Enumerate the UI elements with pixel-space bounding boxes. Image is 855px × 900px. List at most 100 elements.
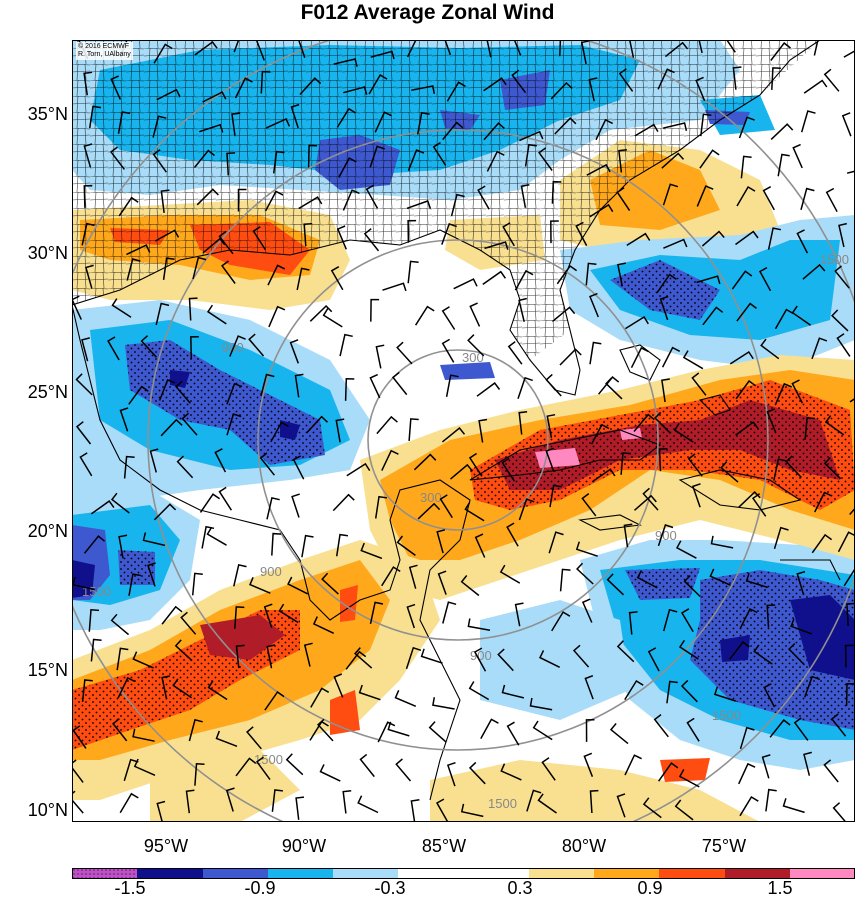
wind-barb: [126, 258, 141, 281]
wind-barb: [387, 721, 410, 737]
wind-barb: [81, 679, 93, 702]
wind-barb: [691, 372, 707, 396]
wind-barb: [370, 298, 380, 322]
credit-line: R. Torn, UAlbany: [78, 51, 131, 58]
wind-barb: [464, 501, 485, 522]
wind-barb: [617, 262, 626, 287]
wind-barb: [285, 753, 304, 776]
wind-barb: [229, 335, 246, 357]
wind-barb: [162, 257, 175, 281]
wind-barb: [584, 674, 594, 700]
wind-barb: [303, 222, 313, 247]
lat-label: 35°N: [27, 104, 68, 124]
wind-barb: [374, 111, 392, 133]
wind-barb: [506, 522, 519, 547]
wind-barb: [369, 601, 384, 625]
wind-barb: [841, 112, 852, 137]
wind-barb: [88, 608, 100, 632]
contour-gulf-negative: [72, 300, 495, 510]
ring-label: 1500: [488, 796, 517, 811]
colorbar-swatch: [789, 868, 855, 879]
lon-label: 80°W: [561, 836, 607, 856]
wind-barb: [620, 452, 632, 475]
wind-barb: [738, 116, 755, 139]
colorbar-swatch: [398, 868, 464, 879]
wind-barb: [751, 493, 767, 517]
wind-barb: [406, 40, 425, 58]
wind-barb: [590, 423, 610, 445]
wind-barb: [436, 529, 446, 554]
wind-barb: [357, 795, 379, 814]
wind-barb: [735, 421, 759, 436]
wind-barb: [659, 295, 669, 321]
wind-barb: [802, 263, 826, 280]
lat-label: 15°N: [27, 660, 68, 680]
wind-barb: [271, 532, 282, 556]
wind-barb: [154, 229, 180, 242]
wind-barb: [260, 70, 271, 94]
wind-barb: [766, 604, 776, 628]
zonal-wind-map: 300 300 900 900 900 900 1500 1500 1500 1…: [72, 40, 855, 822]
wind-barb: [657, 68, 675, 90]
wind-barb: [307, 144, 318, 168]
wind-barb: [616, 793, 626, 818]
wind-barb: [174, 380, 191, 404]
wind-barb: [793, 717, 809, 741]
wind-barb: [199, 493, 221, 513]
wind-barb: [625, 315, 649, 330]
wind-barb: [226, 152, 236, 176]
wind-barb: [109, 146, 125, 170]
wind-barb: [83, 184, 93, 208]
wind-barb: [844, 644, 854, 668]
wind-barb: [580, 40, 590, 65]
wind-barb: [662, 183, 679, 206]
wind-barb: [218, 230, 234, 255]
wind-barb: [111, 298, 132, 318]
wind-barb: [119, 792, 139, 814]
wind-barb: [486, 40, 492, 58]
wind-barb: [476, 382, 501, 397]
wind-barb: [698, 40, 703, 54]
wind-barb: [760, 338, 780, 360]
wind-barb: [413, 453, 437, 471]
wind-barb: [589, 789, 599, 814]
wind-barb: [774, 308, 794, 330]
wind-barb: [369, 373, 381, 399]
wind-barb: [480, 718, 499, 739]
colorbar-swatch: [724, 868, 791, 879]
colorbar-swatch: [528, 868, 595, 879]
colorbar: [72, 868, 855, 879]
wind-barb: [549, 484, 562, 508]
wind-barb: [460, 575, 480, 597]
wind-barb: [84, 264, 94, 289]
wind-barb: [408, 564, 418, 589]
wind-barb: [518, 498, 535, 521]
wind-barb: [405, 646, 422, 670]
wind-barb: [75, 421, 92, 445]
wind-barb: [346, 462, 371, 477]
wind-barb: [117, 677, 136, 699]
wind-barb: [673, 422, 694, 443]
colorbar-label: 1.5: [767, 878, 793, 898]
wind-barb: [442, 121, 464, 141]
colorbar-swatch: [333, 868, 399, 879]
wind-barb: [526, 789, 542, 812]
wind-barb: [497, 648, 514, 672]
wind-barb: [158, 379, 176, 401]
wind-barb: [344, 378, 355, 401]
wind-barb: [830, 713, 847, 737]
wind-barb: [428, 721, 447, 743]
wind-barb: [278, 603, 299, 624]
wind-barb: [317, 718, 334, 742]
wind-barb: [118, 534, 128, 559]
wind-barb: [696, 185, 714, 207]
wind-barb: [160, 418, 183, 437]
wind-barb: [791, 305, 812, 326]
wind-barb: [252, 226, 266, 251]
colorbar-swatch: [267, 868, 334, 879]
wind-barb: [237, 188, 247, 212]
wind-barb: [411, 85, 436, 95]
wind-barb: [695, 76, 706, 102]
wind-barb: [591, 468, 616, 483]
wind-barb: [441, 338, 455, 363]
